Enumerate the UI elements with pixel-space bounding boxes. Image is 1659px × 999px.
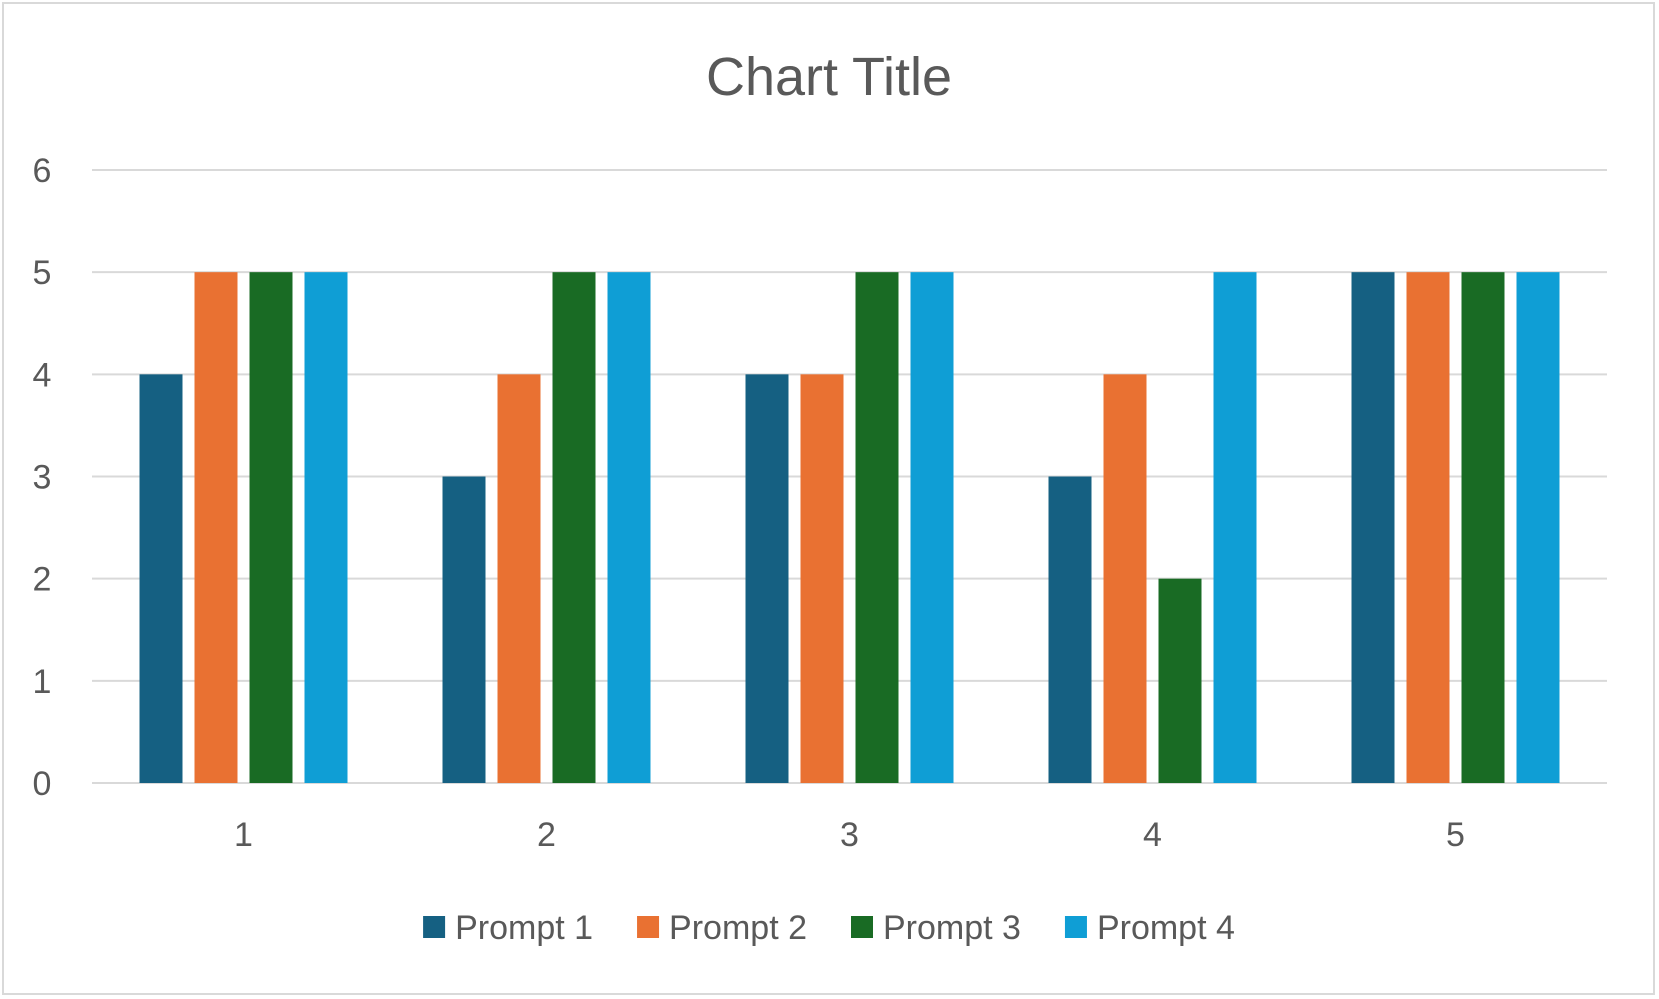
bar-prompt-1-cat-3 [745,374,789,783]
legend-item-prompt-4: Prompt 4 [1064,909,1235,947]
bar-prompt-3-cat-2 [552,272,596,783]
bar-prompt-3-cat-4 [1158,578,1202,783]
y-tick-label: 0 [33,765,52,803]
legend-item-prompt-1: Prompt 1 [423,909,593,947]
y-tick-label: 6 [33,152,52,190]
bar-prompt-1-cat-2 [442,476,486,783]
y-tick-label: 4 [33,356,52,394]
x-tick-label: 2 [537,816,556,854]
legend-swatch [851,916,873,938]
y-tick-label: 5 [33,254,52,292]
x-tick-label: 4 [1143,816,1162,854]
legend: Prompt 1 Prompt 2 Prompt 3 Prompt 4 [423,909,1235,947]
legend-swatch [1064,916,1087,938]
legend-label: Prompt 4 [1097,909,1235,947]
bar-prompt-4-cat-2 [607,272,651,783]
bar-prompt-2-cat-5 [1406,272,1450,783]
bar-prompt-2-cat-4 [1103,374,1147,783]
bar-prompt-4-cat-4 [1213,272,1257,783]
x-tick-label: 1 [234,816,253,854]
bar-prompt-2-cat-1 [194,272,238,783]
y-tick-label: 1 [33,663,52,701]
bar-prompt-2-cat-2 [497,374,541,783]
bar-prompt-1-cat-5 [1351,272,1395,783]
bar-prompt-4-cat-5 [1516,272,1560,783]
bar-prompt-3-cat-5 [1461,272,1505,783]
y-tick-label: 2 [33,561,52,599]
bar-prompt-3-cat-3 [855,272,899,783]
bar-prompt-1-cat-4 [1048,476,1092,783]
bar-prompt-2-cat-3 [800,374,844,783]
legend-swatch [423,916,446,938]
x-axis-ticks: 1 2 3 4 5 [234,816,1465,854]
bar-prompt-3-cat-1 [249,272,293,783]
x-tick-label: 5 [1446,816,1465,854]
bar-prompt-4-cat-3 [910,272,954,783]
legend-swatch [637,916,660,938]
chart-title: Chart Title [706,47,952,107]
y-tick-label: 3 [33,459,52,497]
legend-label: Prompt 1 [455,909,593,947]
bars [139,272,1560,783]
legend-item-prompt-3: Prompt 3 [851,909,1021,947]
y-axis-ticks: 0 1 2 3 4 5 6 [33,152,52,803]
x-tick-label: 3 [840,816,859,854]
legend-label: Prompt 3 [883,909,1021,947]
legend-item-prompt-2: Prompt 2 [637,909,807,947]
bar-prompt-1-cat-1 [139,374,183,783]
bar-prompt-4-cat-1 [304,272,348,783]
legend-label: Prompt 2 [669,909,807,947]
